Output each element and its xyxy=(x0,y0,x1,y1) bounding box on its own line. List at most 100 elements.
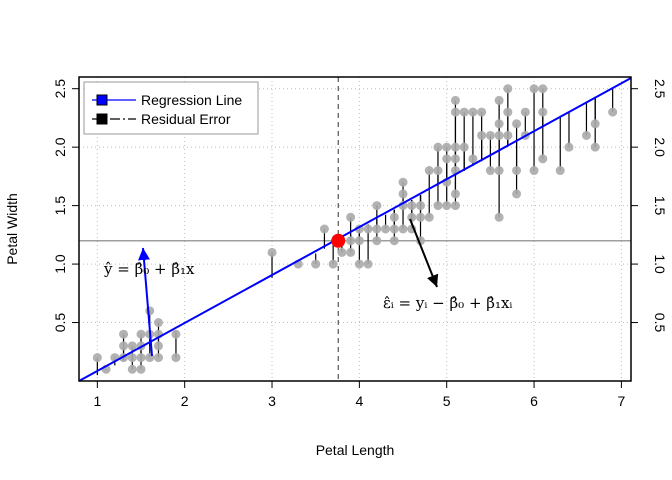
data-point xyxy=(389,224,399,234)
y-tick-label: 2.5 xyxy=(52,79,68,99)
y-right-tick-label: 1.5 xyxy=(652,196,668,216)
data-point xyxy=(372,201,382,211)
residual-arrow xyxy=(409,218,439,288)
data-point xyxy=(477,107,487,117)
data-point xyxy=(608,107,618,117)
y-tick-label: 1.0 xyxy=(52,254,68,274)
x-tick-label: 6 xyxy=(530,393,538,409)
data-point xyxy=(485,166,495,176)
data-point xyxy=(590,142,600,152)
legend: Regression Line Residual Error xyxy=(83,81,259,135)
data-point xyxy=(145,353,155,363)
data-point xyxy=(416,212,426,222)
data-point xyxy=(319,224,329,234)
data-point xyxy=(346,212,356,222)
data-point xyxy=(590,119,600,129)
data-point xyxy=(494,119,504,129)
data-point xyxy=(442,154,452,164)
regression-line xyxy=(78,77,632,382)
data-point xyxy=(450,95,460,105)
data-point xyxy=(529,84,539,94)
data-point xyxy=(512,119,522,129)
fitted-arrow xyxy=(138,247,153,357)
data-point xyxy=(442,201,452,211)
data-point xyxy=(459,142,469,152)
data-point xyxy=(424,166,434,176)
data-point xyxy=(398,189,408,199)
data-point xyxy=(119,329,129,339)
legend-swatch-regression xyxy=(96,94,108,106)
data-point xyxy=(503,84,513,94)
data-point xyxy=(485,130,495,140)
data-point xyxy=(311,259,321,269)
data-point xyxy=(153,353,163,363)
data-point xyxy=(450,189,460,199)
data-point xyxy=(153,318,163,328)
y-axis-left: 0.5 1.0 1.5 2.0 2.5 xyxy=(52,79,79,332)
data-point xyxy=(119,341,129,351)
legend-label-residual: Residual Error xyxy=(141,111,231,127)
data-point xyxy=(494,130,504,140)
y-right-tick-label: 2.5 xyxy=(652,79,668,99)
data-point xyxy=(450,142,460,152)
data-point xyxy=(145,306,155,316)
data-point xyxy=(494,166,504,176)
data-point xyxy=(381,224,391,234)
x-axis-title: Petal Length xyxy=(316,442,395,458)
data-point xyxy=(372,224,382,234)
data-point xyxy=(127,364,137,374)
mean-point xyxy=(331,233,346,248)
x-tick-label: 1 xyxy=(93,393,101,409)
data-point xyxy=(450,107,460,117)
y-tick-label: 1.5 xyxy=(52,196,68,216)
y-axis-right: 0.5 1.0 1.5 2.0 2.5 xyxy=(631,79,668,333)
data-point xyxy=(433,201,443,211)
data-point xyxy=(372,236,382,246)
data-point xyxy=(398,224,408,234)
data-point xyxy=(416,201,426,211)
data-point xyxy=(337,247,347,257)
data-point xyxy=(459,107,469,117)
data-point xyxy=(346,247,356,257)
residual-equation-label: ε̂ᵢ = yᵢ − β̂₀ + β̂₁xᵢ xyxy=(383,294,512,312)
data-point xyxy=(407,201,417,211)
data-point xyxy=(267,247,277,257)
data-point xyxy=(363,259,373,269)
data-point xyxy=(127,353,137,363)
data-point xyxy=(171,329,181,339)
legend-swatch-residual xyxy=(96,113,108,125)
data-point xyxy=(433,166,443,176)
data-point xyxy=(538,154,548,164)
data-point xyxy=(398,177,408,187)
data-point xyxy=(555,166,565,176)
data-point xyxy=(127,341,137,351)
data-point xyxy=(503,107,513,117)
data-point xyxy=(494,212,504,222)
data-point xyxy=(477,130,487,140)
data-point xyxy=(389,236,399,246)
y-tick-label: 2.0 xyxy=(52,137,68,157)
data-point xyxy=(512,166,522,176)
data-point xyxy=(171,353,181,363)
data-point xyxy=(468,107,478,117)
data-point xyxy=(354,236,364,246)
data-point xyxy=(136,364,146,374)
data-point xyxy=(529,166,539,176)
data-point xyxy=(503,130,513,140)
data-point xyxy=(328,259,338,269)
data-point xyxy=(136,353,146,363)
y-axis-title: Petal Width xyxy=(4,193,20,265)
data-point xyxy=(424,212,434,222)
data-point xyxy=(442,142,452,152)
data-point xyxy=(363,224,373,234)
x-tick-label: 4 xyxy=(355,393,363,409)
data-point xyxy=(389,212,399,222)
data-point xyxy=(538,84,548,94)
data-point xyxy=(92,353,102,363)
data-point xyxy=(512,189,522,199)
plot-frame xyxy=(78,76,632,382)
y-right-tick-label: 0.5 xyxy=(652,313,668,333)
data-point xyxy=(153,341,163,351)
x-tick-label: 2 xyxy=(181,393,189,409)
